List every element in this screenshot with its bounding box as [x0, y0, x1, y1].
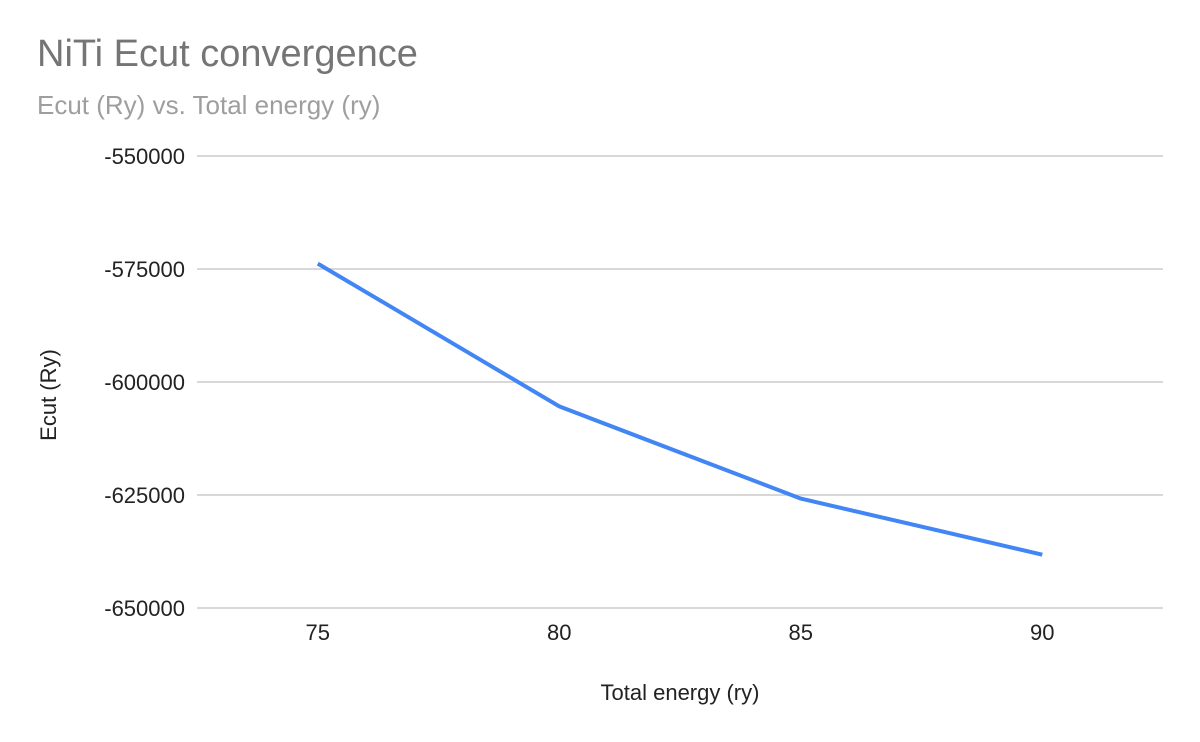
y-tick-label: -625000: [104, 483, 185, 508]
chart-title: NiTi Ecut convergence: [37, 33, 418, 75]
gridlines: [197, 155, 1163, 609]
x-tick-label: 80: [547, 620, 571, 645]
series-line: [316, 261, 1043, 557]
x-tick-label: 75: [306, 620, 330, 645]
chart-subtitle: Ecut (Ry) vs. Total energy (ry): [37, 90, 381, 120]
series-layer: [316, 261, 1043, 557]
y-tick-label: -575000: [104, 257, 185, 282]
y-tick-label: -550000: [104, 144, 185, 169]
y-axis-label: Ecut (Ry): [36, 349, 61, 441]
x-axis-label: Total energy (ry): [601, 680, 760, 705]
y-tick-label: -600000: [104, 370, 185, 395]
x-tick-label: 85: [789, 620, 813, 645]
y-axis-ticks: -550000 -575000 -600000 -625000 -650000: [104, 144, 185, 621]
x-tick-label: 90: [1030, 620, 1054, 645]
x-axis-ticks: 75 80 85 90: [306, 620, 1055, 645]
y-tick-label: -650000: [104, 596, 185, 621]
